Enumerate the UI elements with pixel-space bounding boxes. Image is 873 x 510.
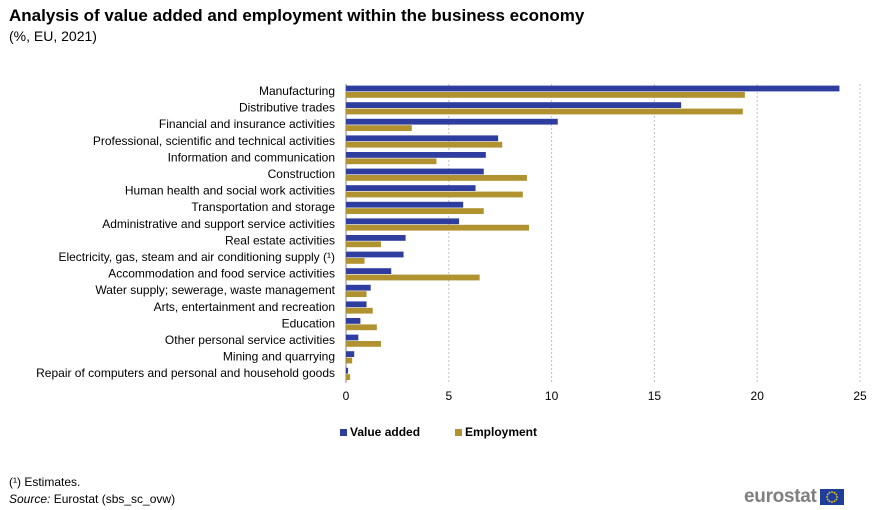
category-label: Mining and quarrying [223,350,335,364]
bar-value-added [346,152,486,158]
bar-value-added [346,334,359,341]
x-tick-label: 10 [545,389,559,403]
eurostat-logo: eurostat [744,486,844,508]
x-tick-label: 20 [751,389,765,403]
bar-value-added [346,218,460,225]
eu-flag-icon [819,489,844,505]
bar-employment [346,224,529,231]
category-label: Construction [268,167,335,181]
legend-value-added-label: Value added [350,425,420,439]
bar-value-added [346,351,355,357]
bar-value-added [346,251,404,258]
chart-subtitle: (%, EU, 2021) [9,28,97,44]
bar-employment [346,291,367,297]
category-label: Electricity, gas, steam and air conditio… [58,250,335,264]
x-tick-labels: 0 5 10 15 20 25 [343,389,867,403]
bar-value-added [346,185,476,191]
bar-employment [346,341,381,347]
bar-employment [346,141,503,148]
x-tick-label: 15 [648,389,662,403]
bar-employment [346,191,523,198]
bar-value-added [346,102,682,108]
x-tick-label: 5 [445,389,452,403]
x-tick-label: 25 [853,389,867,403]
bar-value-added [346,301,367,308]
bar-employment [346,374,351,380]
category-label: Distributive trades [239,101,335,115]
category-labels: Manufacturing Distributive trades Financia… [36,84,336,380]
legend-employment-label: Employment [465,425,537,439]
legend-employment-swatch [455,429,462,436]
bar-employment [346,241,381,248]
category-label: Water supply; sewerage, waste management [95,283,335,297]
bar-employment [346,108,743,115]
bar-value-added [346,235,406,241]
category-label: Professional, scientific and technical a… [93,134,335,148]
logo-text: eurostat [744,486,817,507]
category-label: Administrative and support service activ… [102,217,335,231]
bar-employment [346,208,484,214]
bar-employment [346,258,365,264]
category-label: Human health and social work activities [125,184,335,198]
bar-employment [346,158,437,165]
bar-value-added [346,85,840,92]
chart-title: Analysis of value added and employment w… [9,6,585,25]
bar-employment [346,274,480,281]
bars [346,85,840,380]
footnote: (¹) Estimates. [9,475,81,489]
source-label: Source: [9,492,51,506]
bar-employment [346,307,373,314]
bar-employment [346,324,377,331]
gridlines [345,84,861,383]
x-tick-label: 0 [343,389,350,403]
bar-employment [346,92,745,98]
category-label: Other personal service activities [165,333,335,347]
source-note: Source: Eurostat (sbs_sc_ovw) [9,492,175,506]
bar-employment [346,357,353,364]
category-label: Manufacturing [259,84,335,98]
bar-value-added [346,367,349,374]
category-label: Information and communication [168,150,335,164]
legend-value-added-swatch [340,429,347,436]
bar-value-added [346,268,392,274]
bar-value-added [346,284,371,291]
source-text: Eurostat (sbs_sc_ovw) [50,492,176,506]
legend: Value added Employment [340,425,537,439]
bar-value-added [346,168,484,175]
category-label: Education [282,316,335,330]
category-label: Transportation and storage [191,200,335,214]
category-label: Financial and insurance activities [159,117,335,131]
bar-value-added [346,318,361,324]
category-label: Arts, entertainment and recreation [154,300,335,314]
category-label: Real estate activities [225,233,335,247]
bar-value-added [346,201,464,208]
category-label: Accommodation and food service activitie… [108,267,335,281]
bar-value-added [346,135,499,142]
category-label: Repair of computers and personal and hou… [36,366,335,380]
bar-employment [346,125,412,131]
bar-value-added [346,118,558,125]
bar-employment [346,175,527,181]
